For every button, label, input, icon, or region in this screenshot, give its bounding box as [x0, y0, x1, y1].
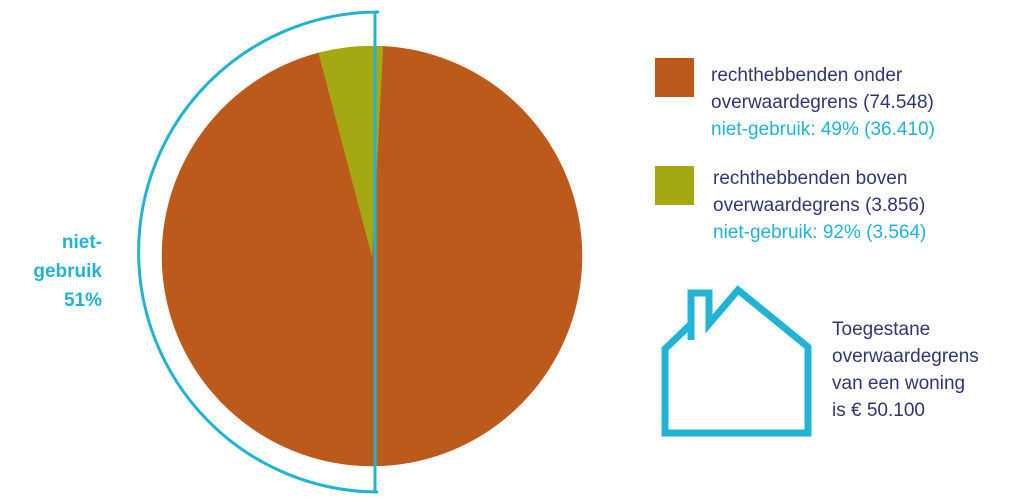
house-note-line4: is € 50.100	[832, 400, 925, 421]
pie-slice-below-threshold	[161, 46, 583, 467]
pie-slice-above-threshold	[318, 45, 384, 257]
legend-text-below-threshold: rechthebbenden onder overwaardegrens (74…	[711, 62, 1018, 143]
legend-label-line2: overwaardegrens (74.548)	[711, 92, 934, 113]
legend-label-line1: rechthebbenden boven	[713, 168, 908, 189]
legend-sublabel: niet-gebruik: 92% (3.564)	[713, 222, 927, 243]
legend-swatch-below-threshold	[655, 58, 694, 97]
non-use-label-line1: niet-	[61, 232, 102, 253]
house-note: Toegestane overwaardegrens van een wonin…	[832, 316, 1012, 424]
house-icon	[661, 285, 812, 437]
house-note-line3: van een woning	[832, 373, 966, 394]
house-note-line2: overwaardegrens	[832, 346, 979, 367]
legend-swatch-above-threshold	[655, 166, 694, 205]
legend-label-line1: rechthebbenden onder	[711, 65, 903, 86]
legend-label-line2: overwaardegrens (3.856)	[713, 195, 926, 216]
non-use-bracket-arc	[137, 10, 380, 494]
non-use-label-line3: 51%	[63, 290, 102, 311]
legend-sublabel: niet-gebruik: 49% (36.410)	[711, 119, 935, 140]
non-use-bracket-label: niet- gebruik 51%	[22, 228, 102, 315]
house-note-line1: Toegestane	[832, 319, 931, 340]
pie-slices	[161, 45, 583, 467]
legend-text-above-threshold: rechthebbenden boven overwaardegrens (3.…	[713, 165, 1018, 246]
non-use-label-line2: gebruik	[33, 261, 102, 282]
